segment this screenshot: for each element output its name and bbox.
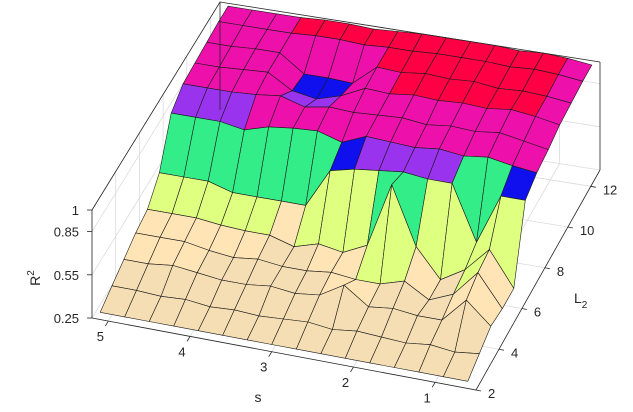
x-tick-mark bbox=[350, 366, 354, 373]
y-tick-mark bbox=[521, 308, 528, 310]
z-axis-label-main: R bbox=[27, 276, 43, 286]
y-axis-label-main: L bbox=[574, 290, 582, 306]
x-tick-mark bbox=[268, 351, 273, 357]
x-tick-mark bbox=[186, 336, 191, 342]
y-tick-mark bbox=[567, 226, 573, 229]
x-axis-label: s bbox=[255, 389, 262, 405]
x-tick-label: 2 bbox=[342, 375, 349, 390]
x-tick-label: 3 bbox=[260, 360, 267, 375]
surface-layer bbox=[99, 5, 593, 382]
y-tick-mark bbox=[544, 267, 550, 270]
z-tick-label: 1 bbox=[72, 203, 79, 218]
x-tick-mark bbox=[104, 320, 109, 327]
z-axis-label: R2 bbox=[26, 270, 43, 286]
y-tick-label: 12 bbox=[603, 182, 617, 197]
z-tick-label: 0.25 bbox=[54, 311, 79, 326]
z-tick-label: 0.85 bbox=[54, 225, 79, 240]
y-tick-mark bbox=[498, 348, 505, 351]
y-tick-mark bbox=[475, 389, 482, 392]
z-axis-label-sup: 2 bbox=[26, 270, 37, 276]
surface-face bbox=[442, 351, 480, 382]
y-tick-label: 8 bbox=[557, 264, 564, 279]
z-tick-label: 0.55 bbox=[54, 268, 79, 283]
y-tick-mark bbox=[590, 185, 596, 188]
x-tick-label: 4 bbox=[178, 344, 185, 359]
y-tick-label: 4 bbox=[511, 345, 518, 360]
x-tick-label: 5 bbox=[97, 329, 104, 344]
y-tick-label: 10 bbox=[580, 223, 594, 238]
y-axis-label-sub: 2 bbox=[582, 300, 588, 311]
x-tick-label: 1 bbox=[424, 390, 431, 405]
y-tick-label: 6 bbox=[534, 305, 541, 320]
y-axis-label: L2 bbox=[574, 290, 588, 311]
x-tick-mark bbox=[431, 382, 436, 388]
y-tick-label: 2 bbox=[488, 386, 495, 401]
